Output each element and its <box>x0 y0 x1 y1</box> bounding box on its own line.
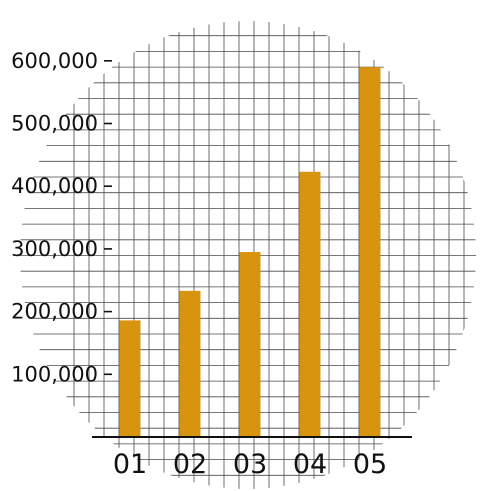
bars <box>119 67 381 438</box>
bar-01 <box>119 320 141 437</box>
x-tick-label: 02 <box>173 449 207 480</box>
x-tick-label: 01 <box>113 449 147 480</box>
y-tick-label: 200,000 <box>11 300 98 324</box>
bar-03 <box>239 252 261 437</box>
bar-05 <box>359 67 381 437</box>
y-tick-label: 400,000 <box>11 174 98 198</box>
x-tick-label: 03 <box>233 449 267 480</box>
y-tick-labels: 100,000 200,000 300,000 400,000 500,000 600,0… <box>11 49 98 386</box>
y-tick-label: 600,000 <box>11 49 98 73</box>
y-tick-label: 300,000 <box>11 237 98 261</box>
y-tick-label: 100,000 <box>11 362 98 386</box>
axes <box>92 59 412 438</box>
x-tick-label: 04 <box>293 449 327 480</box>
bar-02 <box>179 290 201 437</box>
x-tick-labels: 01 02 03 04 05 <box>113 449 387 480</box>
x-tick-label: 05 <box>353 449 387 480</box>
y-tick-label: 500,000 <box>11 112 98 136</box>
bar-04 <box>299 171 321 438</box>
